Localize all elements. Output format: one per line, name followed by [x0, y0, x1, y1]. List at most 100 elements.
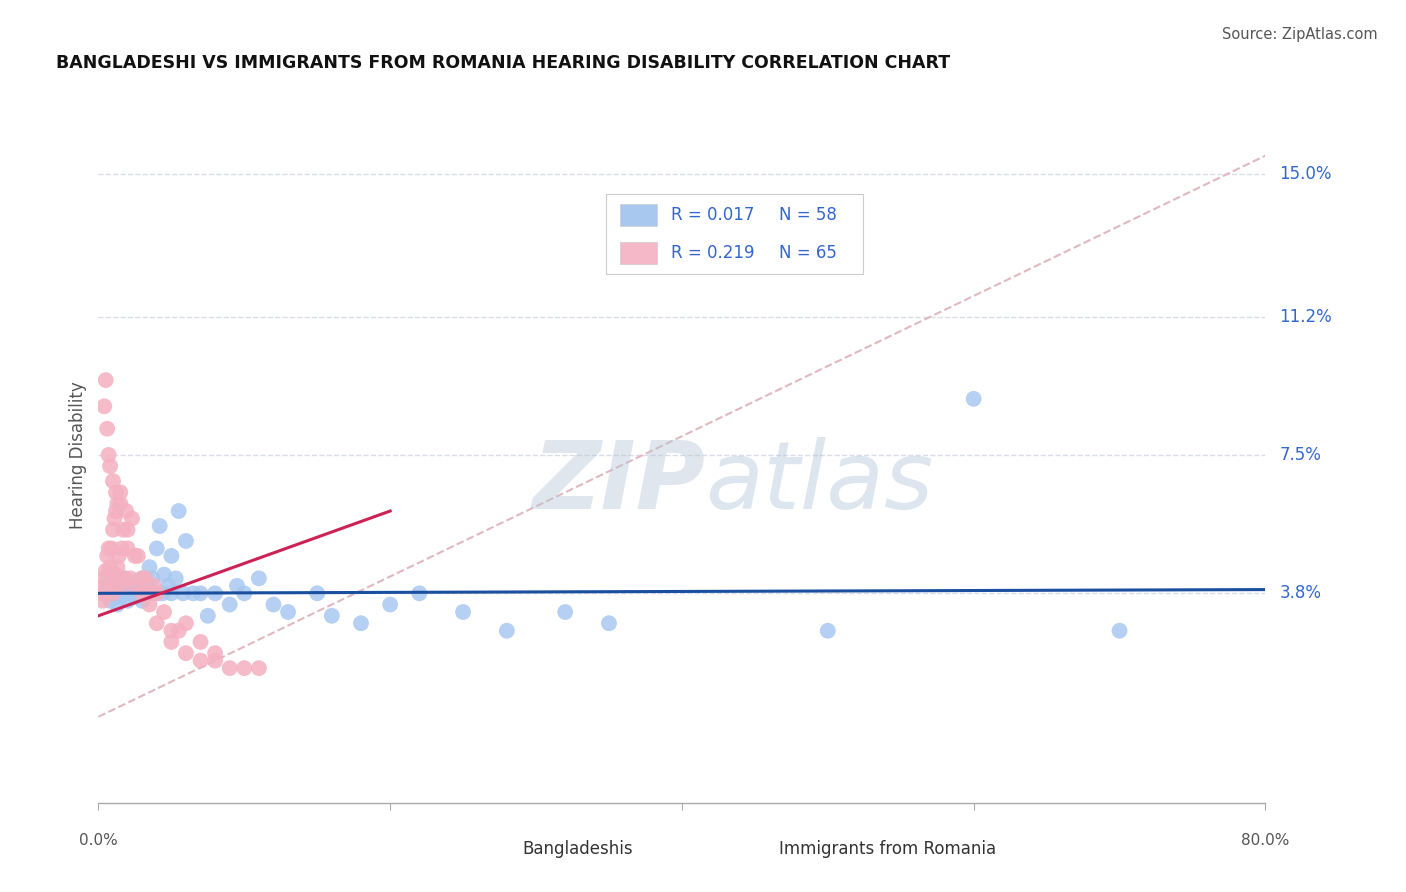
Point: [321, 608, 343, 623]
Text: 15.0%: 15.0%: [1279, 165, 1331, 184]
Point: [131, 571, 153, 585]
Point: [101, 586, 124, 600]
Point: [101, 474, 124, 488]
Point: [104, 586, 127, 600]
Point: [167, 624, 190, 638]
Text: 3.8%: 3.8%: [1279, 584, 1322, 602]
Point: [105, 497, 128, 511]
Point: [153, 605, 176, 619]
Point: [226, 579, 249, 593]
Point: [101, 579, 124, 593]
Point: [181, 586, 204, 600]
Point: [121, 511, 143, 525]
Point: [127, 579, 149, 593]
Point: [233, 586, 256, 600]
Text: Immigrants from Romania: Immigrants from Romania: [779, 839, 995, 858]
Point: [104, 567, 127, 582]
Point: [128, 586, 150, 600]
Point: [160, 586, 183, 600]
Point: [218, 661, 240, 675]
Point: [174, 616, 197, 631]
Point: [104, 504, 127, 518]
Point: [152, 586, 174, 600]
Text: 7.5%: 7.5%: [1279, 446, 1322, 464]
Point: [146, 541, 169, 556]
FancyBboxPatch shape: [472, 839, 509, 861]
Point: [142, 579, 165, 593]
Point: [110, 579, 132, 593]
Text: BANGLADESHI VS IMMIGRANTS FROM ROMANIA HEARING DISABILITY CORRELATION CHART: BANGLADESHI VS IMMIGRANTS FROM ROMANIA H…: [56, 54, 950, 71]
Point: [101, 523, 124, 537]
Point: [97, 567, 120, 582]
Text: ZIP: ZIP: [533, 437, 706, 529]
Point: [131, 571, 153, 585]
Point: [174, 646, 197, 660]
Point: [110, 497, 132, 511]
Point: [153, 567, 176, 582]
Point: [190, 654, 212, 668]
Point: [96, 549, 118, 563]
Point: [97, 541, 120, 556]
Point: [105, 560, 128, 574]
Point: [117, 582, 139, 597]
Point: [307, 586, 329, 600]
Text: 80.0%: 80.0%: [1241, 833, 1289, 847]
FancyBboxPatch shape: [620, 203, 658, 226]
Point: [817, 624, 839, 638]
Point: [96, 422, 118, 436]
Point: [204, 586, 226, 600]
Point: [160, 549, 183, 563]
Point: [247, 661, 270, 675]
Text: N = 65: N = 65: [779, 244, 837, 262]
Point: [111, 586, 134, 600]
FancyBboxPatch shape: [606, 194, 863, 274]
Point: [94, 564, 117, 578]
Text: R = 0.219: R = 0.219: [672, 244, 755, 262]
Point: [91, 594, 114, 608]
Point: [98, 560, 121, 574]
Text: R = 0.017: R = 0.017: [672, 206, 755, 224]
Text: 0.0%: 0.0%: [79, 833, 118, 847]
Point: [112, 523, 135, 537]
Point: [98, 579, 121, 593]
Point: [120, 586, 142, 600]
Point: [233, 661, 256, 675]
Point: [94, 373, 117, 387]
Point: [124, 575, 146, 590]
Point: [218, 598, 240, 612]
FancyBboxPatch shape: [620, 242, 658, 264]
Point: [100, 571, 122, 585]
Point: [120, 571, 142, 585]
Point: [110, 485, 132, 500]
Point: [190, 635, 212, 649]
Point: [90, 586, 112, 600]
Point: [103, 511, 125, 525]
Point: [149, 519, 172, 533]
Point: [160, 624, 183, 638]
Point: [103, 579, 125, 593]
Point: [96, 579, 118, 593]
Point: [131, 586, 153, 600]
Point: [197, 608, 219, 623]
Point: [117, 541, 139, 556]
Point: [172, 586, 194, 600]
Point: [94, 586, 117, 600]
Point: [262, 598, 284, 612]
Point: [100, 541, 122, 556]
Point: [104, 485, 127, 500]
Point: [157, 579, 180, 593]
Point: [117, 523, 139, 537]
Point: [93, 399, 115, 413]
Point: [124, 549, 146, 563]
Point: [554, 605, 576, 619]
FancyBboxPatch shape: [728, 839, 766, 861]
Point: [495, 624, 517, 638]
Point: [124, 579, 146, 593]
Point: [962, 392, 984, 406]
Point: [190, 586, 212, 600]
Point: [146, 586, 169, 600]
Point: [134, 571, 156, 585]
Point: [138, 598, 160, 612]
Point: [124, 590, 146, 604]
Point: [115, 504, 138, 518]
